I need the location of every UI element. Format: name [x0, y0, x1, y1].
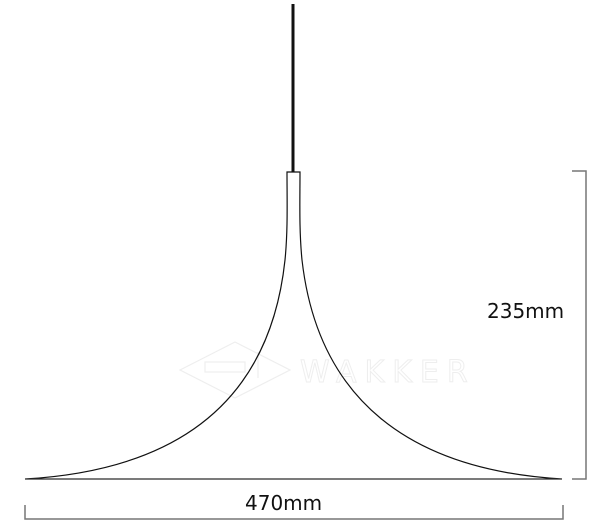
width-dimension	[24, 505, 564, 520]
lamp-shade-outline	[24, 171, 563, 480]
watermark-logo: WAKKER	[178, 341, 476, 399]
height-label: 235mm	[487, 299, 564, 323]
watermark-text: WAKKER	[300, 355, 476, 390]
width-label: 470mm	[245, 491, 322, 515]
height-dimension	[572, 170, 587, 480]
